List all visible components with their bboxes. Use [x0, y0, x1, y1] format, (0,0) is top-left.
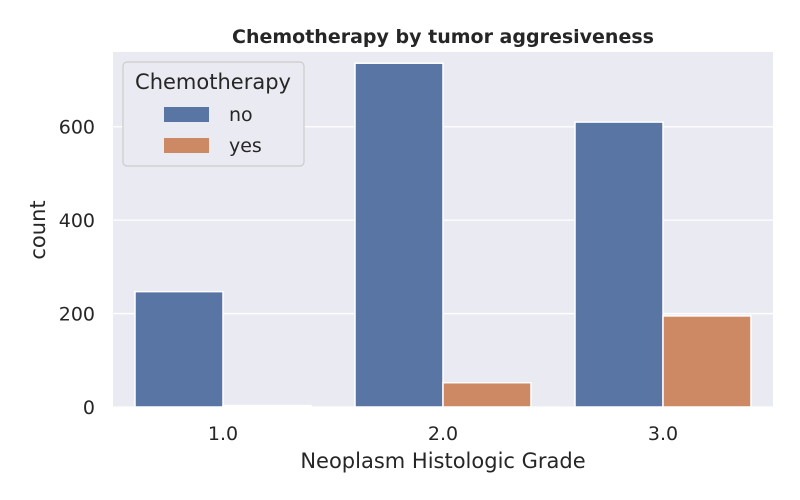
x-tick-label: 3.0: [648, 423, 678, 445]
bar-yes-2.0: [442, 381, 532, 408]
y-ticks: 0 200 400 600: [59, 117, 95, 419]
legend-label-yes: yes: [229, 135, 262, 157]
x-axis-label: Neoplasm Histologic Grade: [300, 449, 585, 473]
bars: [134, 62, 752, 408]
y-tick-label: 200: [59, 304, 95, 326]
legend-title: Chemotherapy: [135, 70, 291, 94]
bar-yes-1.0: [222, 404, 312, 408]
legend-swatch-yes: [164, 138, 209, 153]
bar-no-2.0: [354, 62, 444, 408]
legend-swatch-no: [164, 107, 209, 122]
x-tick-label: 1.0: [208, 423, 238, 445]
y-tick-label: 0: [83, 397, 95, 419]
legend-items: no yes: [164, 104, 262, 157]
y-axis-label: count: [26, 200, 50, 259]
legend: Chemotherapy no yes: [122, 61, 305, 167]
bar-no-1.0: [134, 290, 224, 408]
chart-title: Chemotherapy by tumor aggresiveness: [232, 26, 654, 48]
legend-label-no: no: [229, 104, 253, 126]
y-tick-label: 600: [59, 117, 95, 139]
x-tick-label: 2.0: [428, 423, 458, 445]
bar-yes-3.0: [662, 315, 752, 408]
x-ticks: 1.0 2.0 3.0: [208, 423, 678, 445]
y-tick-label: 400: [59, 210, 95, 232]
bar-no-3.0: [574, 121, 664, 408]
